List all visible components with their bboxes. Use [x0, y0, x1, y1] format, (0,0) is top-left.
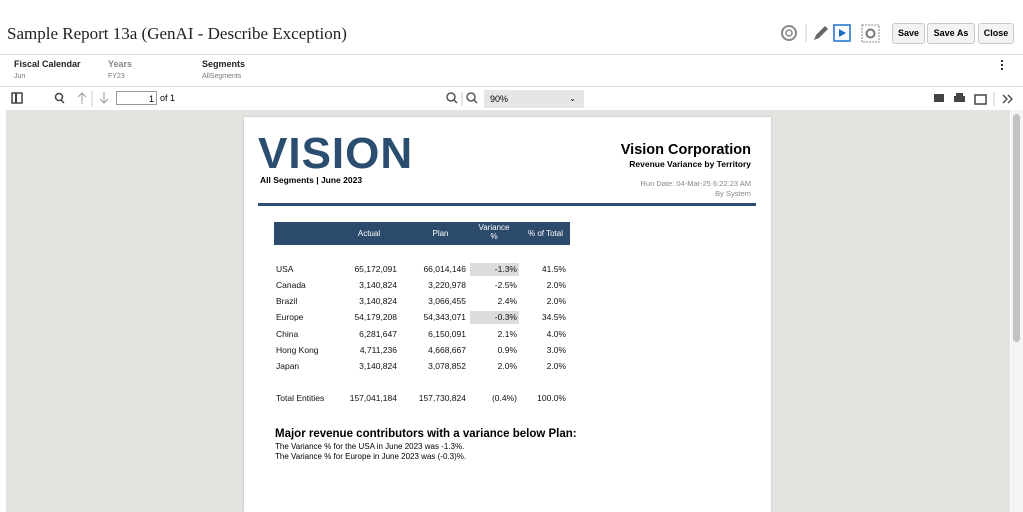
table-cell: 3.0%: [546, 345, 566, 355]
column-header: Variance %: [478, 223, 510, 241]
zoom-icons: [446, 92, 478, 106]
page-input[interactable]: 1: [116, 91, 157, 105]
pov-value[interactable]: AllSegments: [202, 73, 242, 80]
table-cell: 54,343,071: [423, 312, 466, 322]
run-icon[interactable]: [833, 24, 851, 42]
table-cell: Total Entities: [276, 393, 325, 403]
table-cell: Japan: [276, 361, 300, 371]
expand-icon[interactable]: [1002, 94, 1013, 104]
pov-label: Segments: [202, 59, 246, 69]
pov-label: Fiscal Calendar: [14, 59, 81, 69]
table-cell: 3,078,852: [428, 361, 466, 371]
report-name: Revenue Variance by Territory: [629, 159, 751, 169]
table-cell: 54,179,208: [354, 312, 397, 322]
column-header: % of Total: [528, 229, 563, 238]
run-by: By System: [715, 189, 751, 198]
table-cell: 4,668,667: [428, 345, 466, 355]
pov-label: Years: [108, 59, 133, 69]
table-cell: 0.9%: [497, 345, 517, 355]
prev-icon[interactable]: [77, 92, 87, 104]
button[interactable]: Close: [978, 23, 1014, 44]
table-cell: Canada: [276, 280, 306, 290]
table-cell: 157,041,184: [349, 393, 397, 403]
settings-icon[interactable]: [861, 24, 880, 43]
divider: [0, 86, 1023, 87]
zoom-value: 90%: [490, 94, 509, 104]
table-cell: 3,066,455: [428, 296, 466, 306]
table-cell: 3,140,824: [359, 296, 397, 306]
scrollbar[interactable]: [1011, 110, 1023, 512]
nav-icons: [11, 91, 109, 107]
page-count: of 1: [160, 93, 176, 103]
table-cell: 2.0%: [546, 296, 566, 306]
summary-heading: Major revenue contributors with a varian…: [275, 428, 577, 440]
table-cell: 6,150,091: [428, 329, 466, 339]
table-cell: 3,220,978: [428, 280, 466, 290]
column-header: Actual: [357, 229, 381, 238]
table-cell: -0.3%: [470, 311, 519, 324]
summary-line: The Variance % for Europe in June 2023 w…: [275, 452, 467, 461]
run-date: Run Date: 04-Mar-25 6:22:23 AM: [640, 179, 751, 188]
table-cell: 34.5%: [541, 312, 566, 322]
table-cell: 41.5%: [541, 264, 566, 274]
output-icons: [934, 92, 1013, 106]
table-cell: 100.0%: [537, 393, 566, 403]
table-cell: 157,730,824: [418, 393, 466, 403]
table-cell: 65,172,091: [354, 264, 397, 274]
zoom-out[interactable]: [446, 92, 456, 102]
column-header: Plan: [432, 229, 449, 238]
pov-value[interactable]: FY23: [108, 73, 125, 80]
button[interactable]: Save: [892, 23, 925, 44]
table-cell: Brazil: [276, 296, 298, 306]
table-cell: Europe: [276, 312, 304, 322]
zoom-select[interactable]: 90% ⌄: [484, 90, 584, 108]
table-cell: 4.0%: [546, 329, 566, 339]
table-cell: Hong Kong: [276, 345, 319, 355]
table-cell: 66,014,146: [423, 264, 466, 274]
pov-value[interactable]: Jun: [14, 73, 26, 80]
export-icon[interactable]: [934, 94, 944, 102]
subtitle: All Segments | June 2023: [260, 175, 363, 185]
table-cell: -2.5%: [494, 280, 517, 290]
table-cell: (0.4%): [491, 393, 517, 403]
table-cell: 4,711,236: [359, 345, 397, 355]
table-cell: 2.0%: [497, 361, 517, 371]
print-icon[interactable]: [954, 96, 965, 102]
divider: [0, 54, 1023, 55]
more-icon[interactable]: [1001, 60, 1006, 70]
help-icon[interactable]: [781, 25, 797, 41]
table-cell: USA: [276, 264, 294, 274]
table-cell: 2.4%: [497, 296, 517, 306]
logo: VISION: [258, 129, 414, 178]
table-cell: 2.0%: [546, 361, 566, 371]
table-cell: 3,140,824: [359, 361, 397, 371]
toolbar-icons: [781, 24, 880, 43]
search-icon[interactable]: [54, 92, 64, 102]
edit-icon[interactable]: [814, 26, 828, 40]
open-icon[interactable]: [974, 94, 987, 105]
table-cell: 2.0%: [546, 280, 566, 290]
table-cell: 2.1%: [497, 329, 517, 339]
table-cell: 3,140,824: [359, 280, 397, 290]
table-header: [274, 222, 570, 245]
table-cell: 6,281,647: [359, 329, 397, 339]
zoom-in[interactable]: [466, 92, 476, 102]
table-cell: -1.3%: [470, 263, 519, 276]
summary-line: The Variance % for the USA in June 2023 …: [275, 442, 465, 451]
report-page: VISION All Segments | June 2023 Vision C…: [244, 117, 771, 512]
next-icon[interactable]: [99, 92, 109, 104]
report-title: Sample Report 13a (GenAI - Describe Exce…: [7, 24, 347, 43]
button[interactable]: Save As: [927, 23, 975, 44]
table-cell: China: [276, 329, 299, 339]
rule: [258, 203, 756, 206]
company: Vision Corporation: [620, 142, 751, 158]
